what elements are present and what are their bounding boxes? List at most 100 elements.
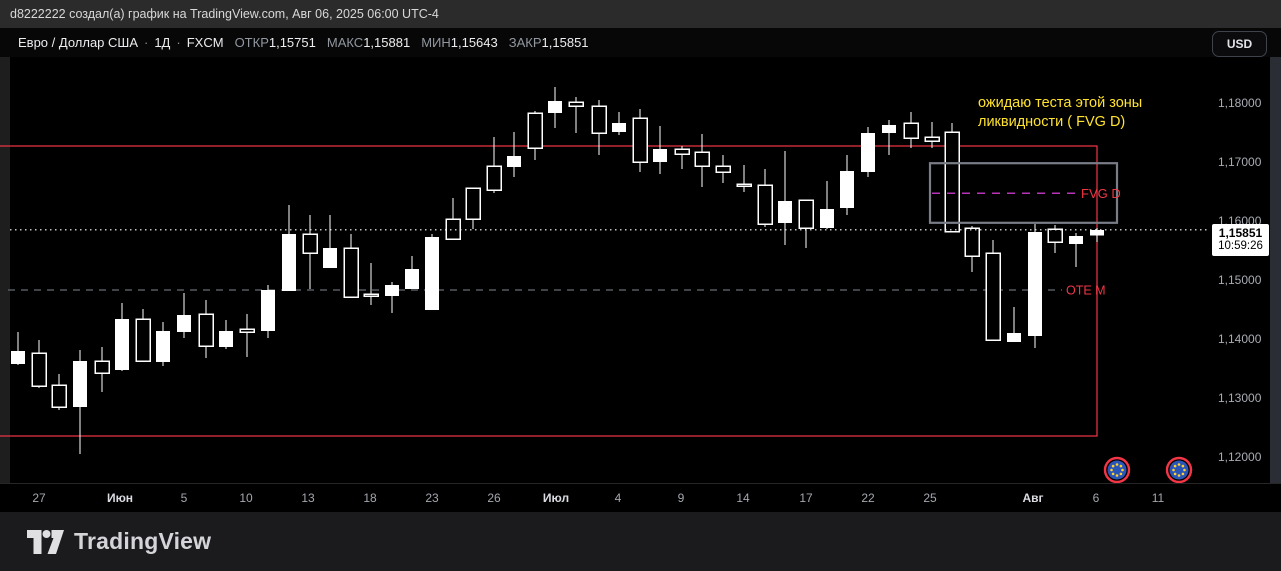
candle-body-hollow [632, 117, 648, 163]
candle [798, 199, 814, 248]
candle [465, 187, 481, 229]
candle-body-filled [282, 234, 296, 291]
price-axis[interactable]: 1,18000 1,17000 1,16000 1,15000 1,14000 1,130… [1210, 57, 1281, 483]
candle-body-hollow [198, 313, 214, 347]
candle [674, 146, 690, 169]
time-axis-label: 11 [1151, 491, 1165, 505]
candle-body-hollow [527, 112, 543, 149]
candle-body-filled [612, 123, 626, 132]
candle-body-hollow [715, 165, 731, 173]
candle [715, 155, 731, 183]
candle-body-filled [653, 149, 667, 162]
candle-body-hollow [135, 318, 151, 362]
candle-body-hollow [51, 384, 67, 408]
time-axis-label: 9 [677, 491, 685, 505]
exchange-label[interactable]: FXCM [186, 35, 224, 50]
candle-body-hollow [985, 252, 1001, 341]
candle-body-hollow [465, 187, 481, 220]
attribution-bar: d8222222 создал(а) график на TradingView… [0, 0, 1281, 28]
candle [612, 112, 626, 135]
candle-body-filled [425, 237, 439, 310]
symbol-name[interactable]: Евро / Доллар США [18, 35, 138, 50]
ote-label[interactable]: OTE M [1066, 284, 1106, 298]
candle [323, 215, 337, 268]
time-axis[interactable]: 27 Июн 5 10 13 18 23 26 Июл 4 9 14 17 22 25 Авг 6 11 [0, 483, 1281, 512]
candle [882, 120, 896, 155]
candle-body-hollow [674, 148, 690, 155]
candle-body-hollow [363, 293, 379, 297]
candle-body-hollow [31, 352, 47, 387]
time-axis-label: 6 [1092, 491, 1100, 505]
price-axis-label: 1,15000 [1218, 273, 1262, 287]
candle-body-filled [882, 125, 896, 133]
candle-body-filled [219, 331, 233, 347]
price-axis-label: 1,18000 [1218, 96, 1262, 110]
candle [903, 112, 919, 148]
candle-body-hollow [694, 151, 710, 167]
candle [177, 293, 191, 338]
tradingview-brand-text[interactable]: TradingView [74, 528, 212, 554]
red-range-box[interactable] [0, 145, 1098, 437]
time-axis-label: 22 [861, 491, 875, 505]
candle-body-hollow [798, 199, 814, 229]
time-axis-label: 18 [363, 491, 377, 505]
eu-flag-event-icon[interactable] [1165, 456, 1193, 483]
candle-body-filled [177, 315, 191, 332]
candle-body-hollow [964, 227, 980, 257]
candle-body-hollow [239, 328, 255, 333]
candle-body-filled [840, 171, 854, 208]
candle [1069, 233, 1083, 267]
candle [302, 215, 318, 289]
candle-body-hollow [924, 136, 940, 142]
candle [31, 340, 47, 388]
candle-body-hollow [1047, 228, 1063, 243]
candle-body-filled [323, 248, 337, 268]
ohlc-high: МАКС1,15881 [326, 35, 411, 50]
candle-body-filled [115, 319, 129, 370]
chart-text-annotation[interactable]: ожидаю теста этой зоны ликвидности ( FVG… [978, 94, 1142, 132]
chart-pane[interactable]: OTE M FVG D ожидаю теста этой зоны ликвид… [0, 57, 1281, 483]
candle [73, 350, 87, 454]
candle [198, 300, 214, 358]
time-axis-label: 13 [301, 491, 315, 505]
time-axis-label: 4 [614, 491, 622, 505]
candle-body-hollow [591, 105, 607, 134]
candle [282, 205, 296, 291]
fvg-zone-box[interactable] [928, 162, 1119, 224]
candle [568, 97, 584, 133]
chart-left-gutter [0, 57, 10, 483]
candle [1007, 307, 1021, 342]
candle-body-filled [778, 201, 792, 223]
candle [507, 132, 521, 177]
timeframe-label[interactable]: 1Д [154, 35, 171, 50]
candle-body-filled [1090, 229, 1104, 236]
candle [653, 126, 667, 174]
time-axis-label: 5 [180, 491, 188, 505]
currency-toggle-button[interactable]: USD [1212, 31, 1267, 57]
candle-body-hollow [568, 101, 584, 107]
candle-body-hollow [445, 218, 461, 240]
candle [820, 181, 834, 229]
candle-body-hollow [903, 122, 919, 139]
time-axis-label: 23 [425, 491, 439, 505]
candle [527, 111, 543, 160]
bar-countdown: 10:59:26 [1218, 240, 1263, 252]
candle [445, 198, 461, 240]
annotation-line-1: ожидаю теста этой зоны [978, 95, 1143, 111]
price-axis-label: 1,12000 [1218, 450, 1262, 464]
candle-body-hollow [486, 165, 502, 191]
candle [1028, 224, 1042, 348]
candle-body-hollow [757, 184, 773, 225]
eu-flag-event-icon[interactable] [1103, 456, 1131, 483]
candle-body-hollow [944, 131, 960, 233]
tradingview-logo-icon[interactable] [27, 529, 64, 555]
fvg-label[interactable]: FVG D [1081, 186, 1121, 201]
attribution-text: d8222222 создал(а) график на TradingView… [10, 7, 439, 21]
candle-body-filled [385, 285, 399, 296]
candle [861, 127, 875, 177]
candle [51, 374, 67, 410]
candle-body-filled [1028, 232, 1042, 336]
time-axis-month-label: Июл [542, 491, 570, 505]
candle [11, 332, 25, 365]
time-axis-label: 26 [487, 491, 501, 505]
